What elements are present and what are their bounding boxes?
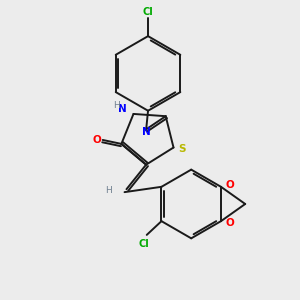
Text: N: N <box>142 127 150 137</box>
Text: S: S <box>178 145 186 154</box>
Text: Cl: Cl <box>138 239 149 249</box>
Text: Cl: Cl <box>143 7 153 16</box>
Text: O: O <box>92 135 101 145</box>
Text: N: N <box>118 104 127 114</box>
Text: O: O <box>226 180 235 190</box>
Text: O: O <box>226 218 235 228</box>
Text: H: H <box>113 100 120 109</box>
Text: H: H <box>105 186 112 195</box>
